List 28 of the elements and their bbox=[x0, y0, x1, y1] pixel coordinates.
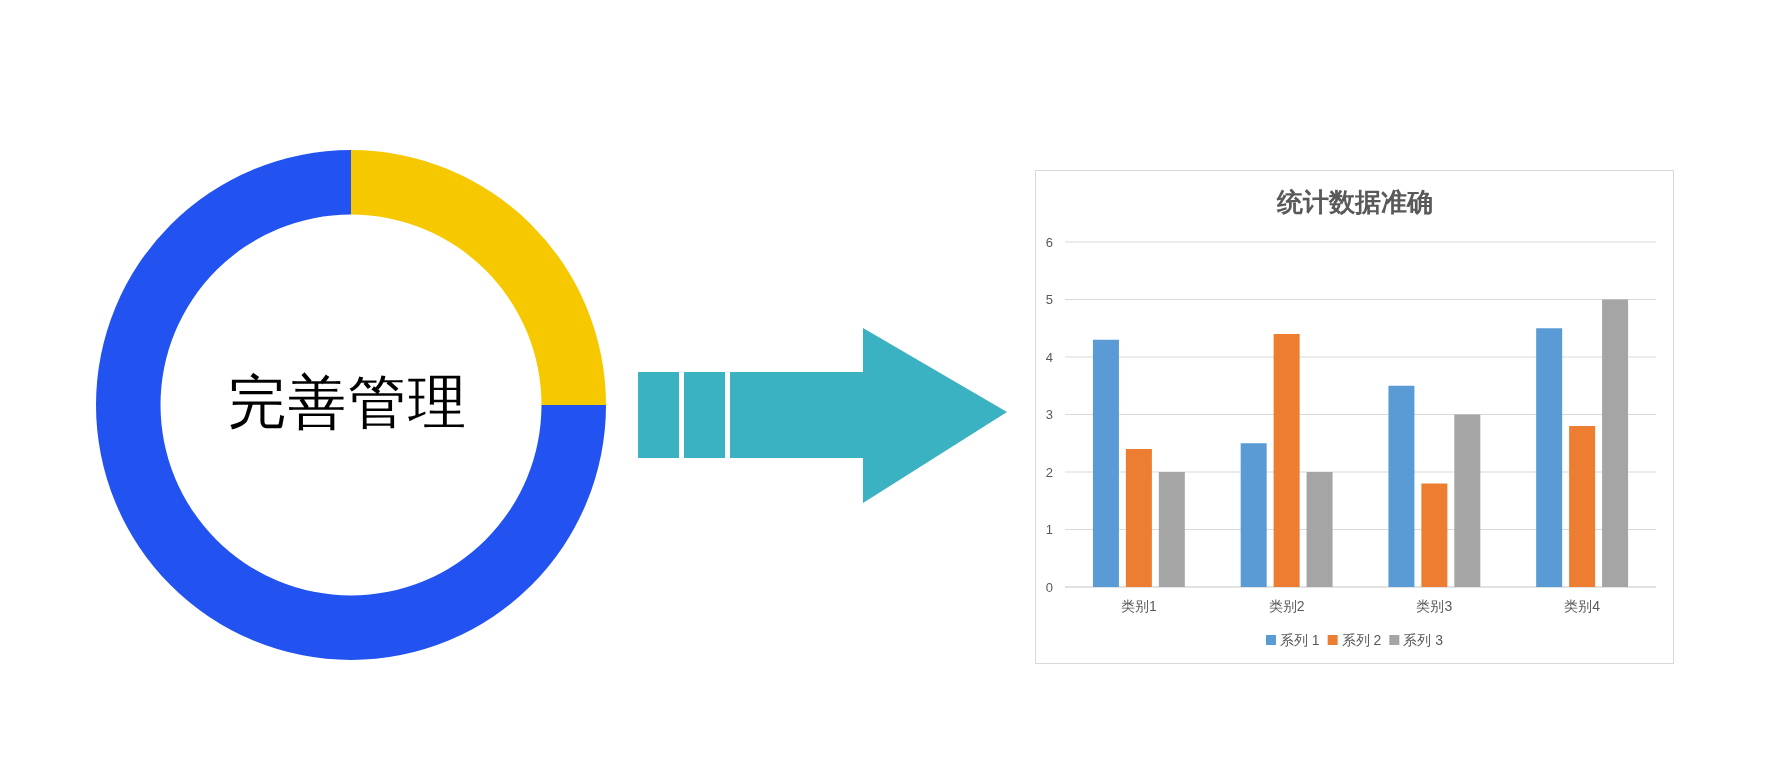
bar bbox=[1306, 472, 1333, 587]
chart-title: 统计数据准确 bbox=[1275, 187, 1433, 217]
y-tick-label: 6 bbox=[1045, 234, 1053, 250]
legend-label: 系列 1 bbox=[1279, 632, 1320, 648]
x-tick-label: 类别4 bbox=[1564, 598, 1601, 614]
bar bbox=[1421, 483, 1448, 587]
bar bbox=[1602, 299, 1629, 587]
y-tick-label: 2 bbox=[1045, 464, 1053, 480]
bar bbox=[1125, 449, 1152, 587]
y-tick-label: 1 bbox=[1045, 522, 1053, 537]
bar bbox=[1388, 385, 1415, 587]
bar bbox=[1273, 334, 1300, 587]
text: 完善管理 bbox=[228, 368, 468, 434]
bar bbox=[1240, 443, 1267, 587]
bar bbox=[1092, 339, 1119, 587]
x-tick-label: 类别2 bbox=[1268, 598, 1305, 614]
y-tick-label: 4 bbox=[1045, 349, 1053, 365]
y-tick-label: 3 bbox=[1045, 407, 1053, 422]
bar bbox=[1454, 414, 1481, 587]
x-tick-label: 类别1 bbox=[1120, 598, 1157, 614]
legend-label: 系列 2 bbox=[1341, 632, 1382, 648]
legend-label: 系列 3 bbox=[1403, 632, 1444, 648]
y-tick-label: 5 bbox=[1045, 292, 1053, 307]
y-tick-label: 0 bbox=[1045, 579, 1053, 595]
x-tick-label: 类别3 bbox=[1416, 598, 1453, 614]
bar bbox=[1536, 328, 1563, 587]
bar bbox=[1569, 426, 1596, 587]
bar bbox=[1158, 472, 1185, 587]
